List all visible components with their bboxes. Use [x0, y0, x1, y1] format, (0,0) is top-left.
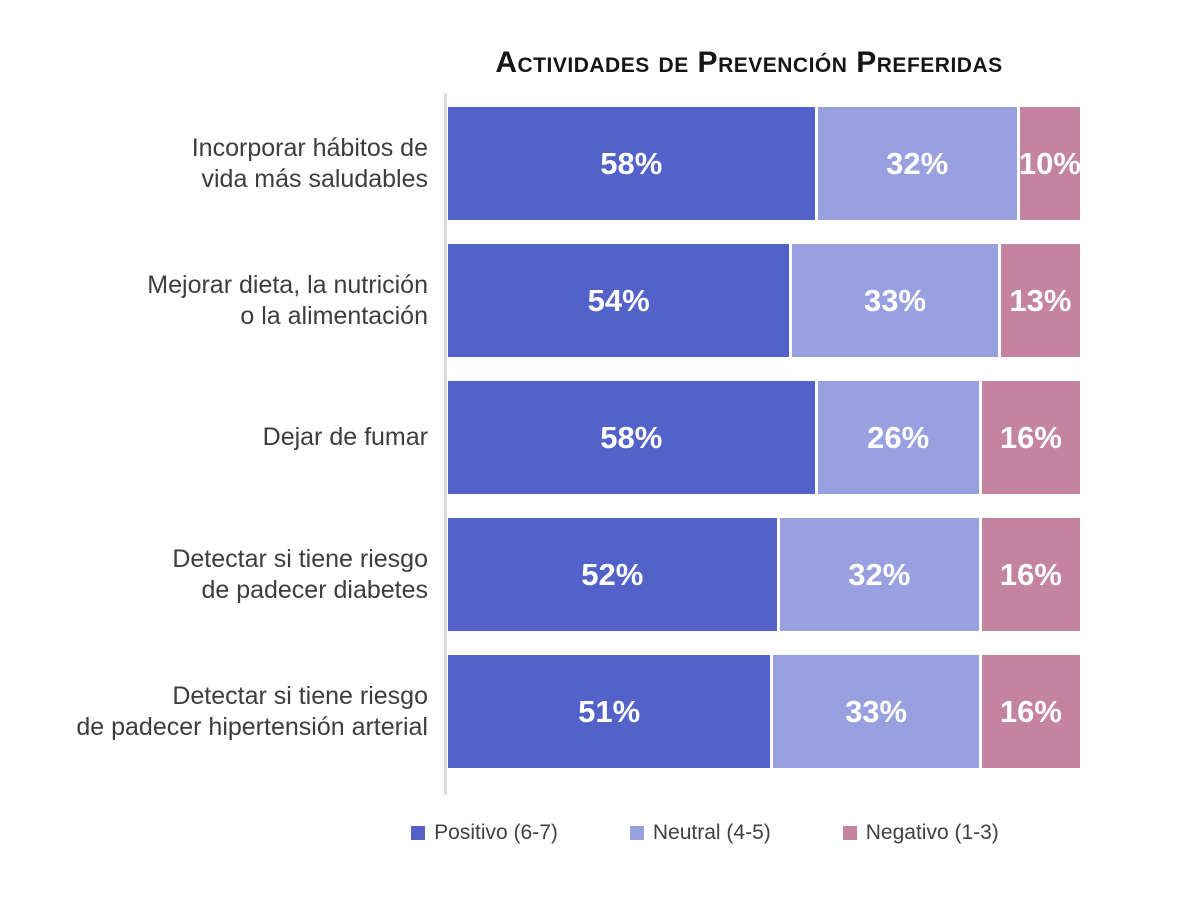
stacked-bar: 51% 33% 16%: [448, 655, 1080, 768]
bar-segment-negativo[interactable]: 16%: [978, 655, 1080, 768]
chart-row: Detectar si tiene riesgo de padecer diab…: [0, 506, 1080, 643]
bar-segment-neutral[interactable]: 26%: [814, 381, 979, 494]
chart-title: Actividades de Prevención Preferidas: [495, 46, 1003, 79]
bar-segment-negativo[interactable]: 16%: [978, 518, 1080, 631]
segment-value-label: 32%: [848, 556, 911, 592]
category-label: Detectar si tiene riesgo de padecer hipe…: [0, 681, 448, 742]
category-label: Incorporar hábitos de vida más saludable…: [0, 133, 448, 194]
segment-value-label: 16%: [999, 693, 1062, 729]
legend-label: Positivo (6-7): [434, 821, 558, 844]
category-label-line: Dejar de fumar: [262, 423, 428, 452]
category-label-line: Detectar si tiene riesgo: [172, 682, 428, 710]
legend-swatch-negativo: [842, 826, 857, 840]
segment-value-label: 26%: [867, 419, 930, 455]
segment-value-label: 52%: [581, 556, 644, 592]
legend-swatch-positivo: [411, 826, 426, 840]
segment-value-label: 10%: [1018, 145, 1080, 181]
bar-segment-negativo[interactable]: 13%: [997, 244, 1080, 357]
bar-segment-neutral[interactable]: 32%: [776, 518, 979, 631]
category-label-line: de padecer hipertensión arterial: [76, 712, 428, 741]
bar-rows: Incorporar hábitos de vida más saludable…: [0, 95, 1080, 780]
category-label-line: Mejorar dieta, la nutrición: [147, 271, 428, 299]
segment-value-label: 54%: [587, 282, 650, 318]
bar-segment-positivo[interactable]: 58%: [448, 381, 815, 494]
segment-value-label: 16%: [999, 556, 1062, 592]
segment-value-label: 33%: [864, 282, 927, 318]
segment-value-label: 51%: [578, 693, 641, 729]
legend-label: Negativo (1-3): [865, 821, 999, 844]
legend-item-positivo[interactable]: Positivo (6-7): [411, 821, 558, 845]
stacked-bar: 58% 26% 16%: [448, 381, 1080, 494]
bar-segment-positivo[interactable]: 52%: [448, 518, 777, 631]
segment-value-label: 33%: [845, 693, 908, 729]
segment-value-label: 13%: [1009, 282, 1072, 318]
bar-segment-negativo[interactable]: 10%: [1016, 107, 1080, 220]
legend-label: Neutral (4-5): [652, 821, 771, 844]
bar-segment-neutral[interactable]: 32%: [814, 107, 1017, 220]
bar-segment-negativo[interactable]: 16%: [978, 381, 1080, 494]
y-axis-line: [444, 93, 447, 795]
chart-row: Detectar si tiene riesgo de padecer hipe…: [0, 643, 1080, 780]
bar-segment-positivo[interactable]: 54%: [448, 244, 790, 357]
category-label-line: Incorporar hábitos de: [191, 134, 428, 162]
legend-swatch-neutral: [629, 826, 644, 840]
bar-segment-positivo[interactable]: 58%: [448, 107, 815, 220]
bar-segment-neutral[interactable]: 33%: [789, 244, 998, 357]
chart-row: Dejar de fumar 58% 26% 16%: [0, 369, 1080, 506]
category-label-line: vida más saludables: [201, 164, 428, 193]
segment-value-label: 32%: [886, 145, 949, 181]
category-label-line: Detectar si tiene riesgo: [172, 545, 428, 573]
segment-value-label: 58%: [600, 419, 663, 455]
legend-item-neutral[interactable]: Neutral (4-5): [629, 821, 771, 845]
segment-value-label: 58%: [600, 145, 663, 181]
stacked-bar: 54% 33% 13%: [448, 244, 1080, 357]
stacked-bar: 52% 32% 16%: [448, 518, 1080, 631]
bar-segment-positivo[interactable]: 51%: [448, 655, 771, 768]
segment-value-label: 16%: [999, 419, 1062, 455]
category-label-line: o la alimentación: [240, 301, 428, 330]
bar-segment-neutral[interactable]: 33%: [770, 655, 979, 768]
legend-item-negativo[interactable]: Negativo (1-3): [842, 821, 999, 845]
chart-legend: Positivo (6-7) Neutral (4-5) Negativo (1…: [380, 821, 1030, 845]
stacked-bar: 58% 32% 10%: [448, 107, 1080, 220]
category-label: Dejar de fumar: [0, 422, 448, 453]
chart-row: Incorporar hábitos de vida más saludable…: [0, 95, 1080, 232]
category-label: Mejorar dieta, la nutrición o la aliment…: [0, 270, 448, 331]
category-label: Detectar si tiene riesgo de padecer diab…: [0, 544, 448, 605]
category-label-line: de padecer diabetes: [201, 575, 428, 604]
chart-row: Mejorar dieta, la nutrición o la aliment…: [0, 232, 1080, 369]
